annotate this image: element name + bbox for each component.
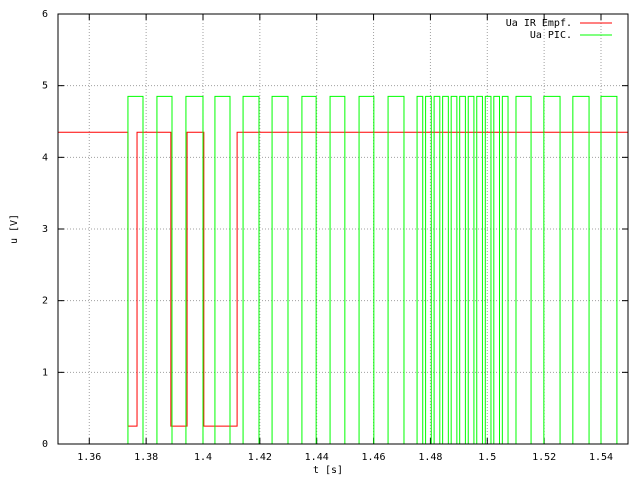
y-tick-label: 4 — [42, 152, 48, 163]
x-tick-label: 1.38 — [134, 452, 158, 463]
y-tick-label: 6 — [42, 9, 48, 20]
x-tick-label: 1.5 — [478, 452, 496, 463]
plot-border — [57, 13, 629, 445]
legend-label: Ua IR Empf. — [506, 18, 572, 29]
y-tick-label: 0 — [42, 439, 48, 450]
x-tick-label: 1.52 — [532, 452, 556, 463]
y-axis-label: u [V] — [9, 214, 20, 244]
x-tick-label: 1.42 — [248, 452, 272, 463]
series-line — [58, 131, 628, 427]
y-tick-label: 3 — [42, 224, 48, 235]
x-tick-label: 1.36 — [77, 452, 101, 463]
x-tick-label: 1.4 — [194, 452, 212, 463]
x-axis-label: t [s] — [313, 465, 343, 476]
x-tick-label: 1.44 — [305, 452, 329, 463]
x-tick-label: 1.48 — [418, 452, 442, 463]
x-tick-label: 1.54 — [589, 452, 613, 463]
series-line — [58, 95, 628, 445]
x-tick-label: 1.46 — [362, 452, 386, 463]
y-tick-label: 5 — [42, 81, 48, 92]
y-tick-label: 1 — [42, 367, 48, 378]
legend-label: Ua PIC. — [530, 30, 572, 41]
y-tick-label: 2 — [42, 296, 48, 307]
